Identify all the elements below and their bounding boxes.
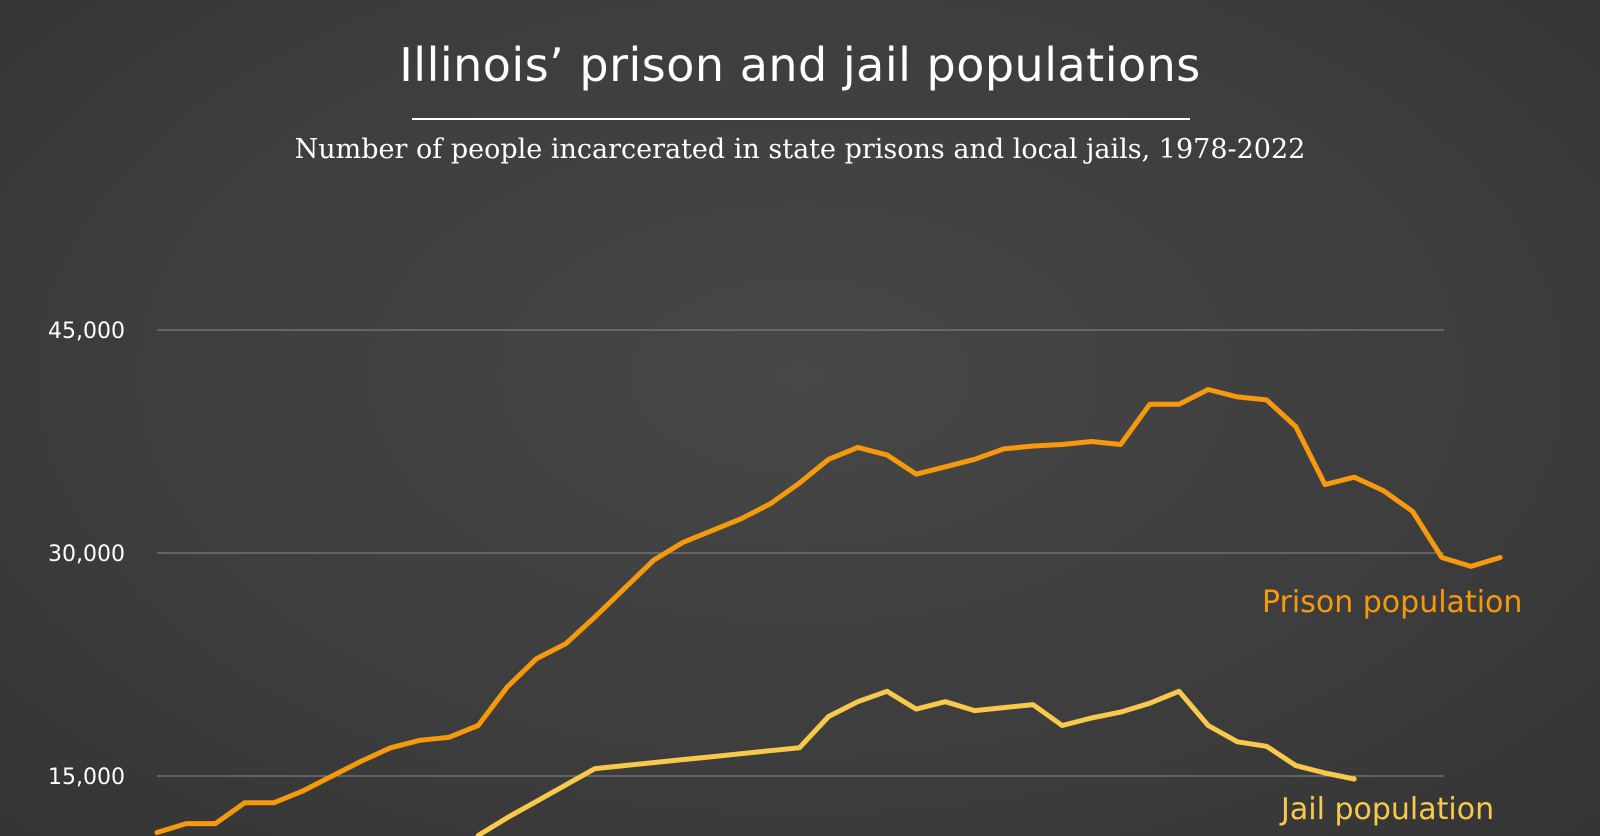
series-line-jail-population [475,688,1357,836]
series-label-prison-population: Prison population [1262,585,1522,620]
chart-title: Illinois’ prison and jail populations [399,38,1201,92]
series-line-prison-population [154,387,1503,835]
chart-subtitle: Number of people incarcerated in state p… [294,134,1306,165]
series-label-jail-population: Jail population [1279,792,1494,827]
series-labels: Prison population Jail population [1262,585,1522,827]
y-tick-label: 30,000 [48,542,125,567]
y-axis-ticks: 15,000 30,000 45,000 [48,319,125,790]
gridlines [157,329,1444,777]
y-tick-label: 15,000 [48,765,125,790]
title-underline [412,118,1190,120]
series-lines [154,387,1503,836]
y-tick-label: 45,000 [48,319,125,344]
